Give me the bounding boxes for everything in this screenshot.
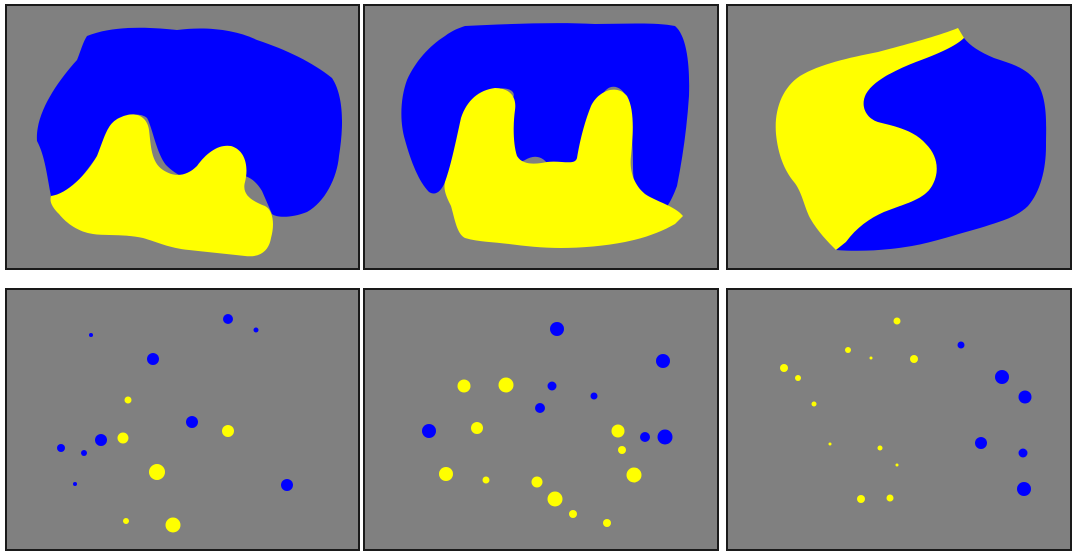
blue-dot <box>95 434 107 446</box>
dot-panel-3-graphic <box>728 290 1070 549</box>
blue-dot <box>547 381 557 391</box>
dot-panel-2-graphic <box>365 290 717 549</box>
region-panel-2-graphic <box>365 6 717 268</box>
yellow-dot <box>603 519 611 527</box>
blue-dot <box>1018 390 1032 404</box>
yellow-dot <box>795 375 801 381</box>
blue-dot <box>1018 448 1028 458</box>
yellow-dot <box>895 463 899 467</box>
region-panel-1-graphic <box>7 6 358 268</box>
yellow-dot <box>531 476 543 488</box>
dot-panel-2 <box>363 288 719 551</box>
blue-dots <box>422 322 673 445</box>
yellow-dot <box>780 364 788 372</box>
blue-dot <box>223 314 233 324</box>
yellow-dot <box>165 517 181 533</box>
blue-dot <box>89 333 93 337</box>
region-panel-3-graphic <box>728 6 1070 268</box>
blue-dot <box>73 482 77 486</box>
yellow-dot <box>857 495 865 503</box>
blue-dot <box>535 403 545 413</box>
yellow-dot <box>828 442 832 446</box>
blue-region <box>401 23 690 217</box>
yellow-dot <box>149 464 165 480</box>
dot-panel-3 <box>726 288 1072 551</box>
blue-dot <box>422 424 436 438</box>
yellow-dot <box>123 518 129 524</box>
blue-dot <box>590 392 598 400</box>
yellow-dots <box>117 396 234 533</box>
yellow-dot <box>482 476 490 484</box>
yellow-dot <box>886 494 894 502</box>
blue-region <box>36 27 343 217</box>
yellow-dot <box>626 467 642 483</box>
blue-dot <box>186 416 198 428</box>
blue-dot <box>81 450 87 456</box>
yellow-dot <box>811 401 817 407</box>
blue-dots <box>57 314 293 491</box>
blue-region <box>836 38 1047 251</box>
yellow-dot <box>910 355 918 363</box>
blue-dot <box>975 437 987 449</box>
yellow-dots <box>780 317 918 503</box>
blue-dots <box>957 341 1032 496</box>
blue-dot <box>281 479 293 491</box>
yellow-region <box>444 88 683 248</box>
blue-dot <box>995 370 1009 384</box>
yellow-dot <box>124 396 132 404</box>
yellow-dot <box>471 422 483 434</box>
blue-dot <box>253 327 259 333</box>
yellow-dots <box>439 377 642 527</box>
yellow-region <box>50 114 274 257</box>
yellow-dot <box>547 491 563 507</box>
dot-panel-1 <box>5 288 360 551</box>
dot-panel-1-graphic <box>7 290 358 549</box>
yellow-dot <box>569 510 577 518</box>
yellow-dot <box>457 379 471 393</box>
yellow-dot <box>439 467 453 481</box>
yellow-dot <box>222 425 234 437</box>
region-panel-3 <box>726 4 1072 270</box>
blue-dot <box>957 341 965 349</box>
blue-dot <box>657 429 673 445</box>
region-panel-1 <box>5 4 360 270</box>
blue-dot <box>656 354 670 368</box>
blue-dot <box>57 444 65 452</box>
yellow-dot <box>845 347 851 353</box>
yellow-dot <box>611 424 625 438</box>
blue-dot <box>1017 482 1031 496</box>
blue-dot <box>640 432 650 442</box>
yellow-dot <box>869 356 873 360</box>
blue-dot <box>147 353 159 365</box>
yellow-dot <box>117 432 129 444</box>
blue-dot <box>550 322 564 336</box>
yellow-region <box>775 28 964 250</box>
yellow-dot <box>498 377 514 393</box>
region-panel-2 <box>363 4 719 270</box>
yellow-dot <box>893 317 901 325</box>
yellow-dot <box>618 446 626 454</box>
yellow-dot <box>877 445 883 451</box>
